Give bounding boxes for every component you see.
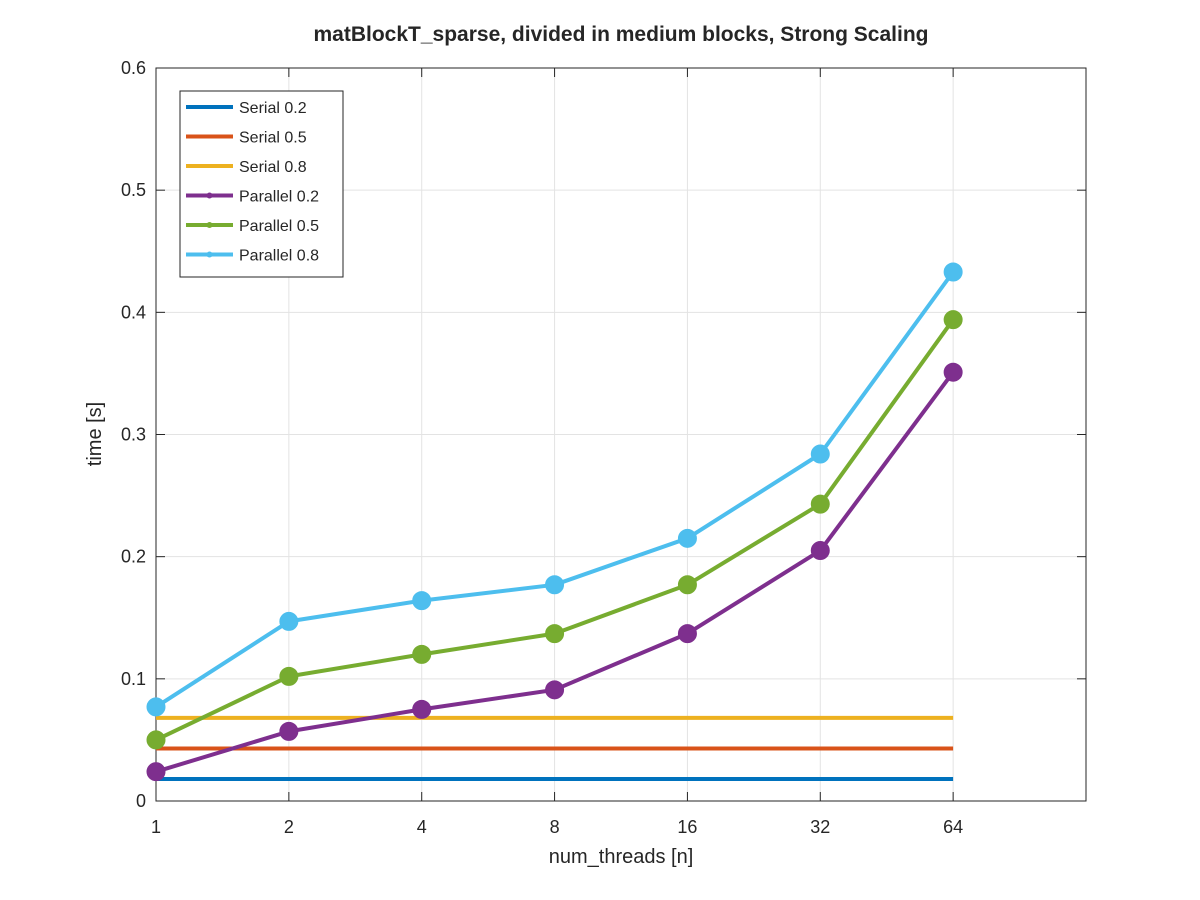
data-point-parallel-0-5 <box>943 310 963 330</box>
ticks: 1 2 4 8 16 32 64 0 0.1 0.2 0.3 0.4 0.5 0.6 <box>121 58 1086 837</box>
x-tick-label: 2 <box>284 817 294 837</box>
legend-marker <box>206 251 213 258</box>
data-point-parallel-0-8 <box>545 575 565 595</box>
y-tick-label: 0 <box>136 791 146 811</box>
data-point-parallel-0-8 <box>146 697 166 717</box>
legend: Serial 0.2 Serial 0.5 Serial 0.8 Parallel 0… <box>179 90 344 278</box>
y-tick-label: 0.4 <box>121 302 146 322</box>
x-tick-label: 8 <box>550 817 560 837</box>
legend-label: Serial 0.8 <box>239 159 307 176</box>
data-point-parallel-0-5 <box>412 644 432 664</box>
legend-label: Parallel 0.8 <box>239 248 319 265</box>
legend-label: Parallel 0.5 <box>239 218 319 235</box>
y-axis-label: time [s] <box>84 402 106 466</box>
x-tick-label: 64 <box>943 817 963 837</box>
data-point-parallel-0-8 <box>810 444 830 464</box>
data-point-parallel-0-5 <box>545 624 565 644</box>
data-point-parallel-0-5 <box>279 666 299 686</box>
legend-box <box>179 90 344 278</box>
legend-marker <box>206 222 213 228</box>
data-point-parallel-0-2 <box>412 699 432 719</box>
y-tick-label: 0.5 <box>121 180 146 200</box>
legend-marker <box>206 192 213 199</box>
data-point-parallel-0-2 <box>545 680 565 700</box>
y-tick-label: 0.1 <box>121 669 146 689</box>
data-point-parallel-0-8 <box>279 611 299 631</box>
data-point-parallel-0-8 <box>677 528 697 548</box>
data-point-parallel-0-5 <box>677 575 697 595</box>
data-point-parallel-0-2 <box>146 762 166 782</box>
data-point-parallel-0-5 <box>810 494 830 514</box>
data-point-parallel-0-2 <box>677 624 697 644</box>
y-tick-label: 0.3 <box>121 425 146 445</box>
data-point-parallel-0-8 <box>412 591 432 611</box>
legend-label: Parallel 0.2 <box>239 189 319 206</box>
chart-title: matBlockT_sparse, divided in medium bloc… <box>314 23 929 46</box>
x-tick-label: 1 <box>151 817 161 837</box>
data-point-parallel-0-2 <box>943 362 963 382</box>
y-tick-label: 0.6 <box>121 58 146 78</box>
legend-label: Serial 0.2 <box>239 100 307 117</box>
x-tick-label: 32 <box>810 817 830 837</box>
x-tick-label: 16 <box>677 817 697 837</box>
x-tick-label: 4 <box>417 817 427 837</box>
y-tick-label: 0.2 <box>121 547 146 567</box>
data-point-parallel-0-2 <box>279 721 299 741</box>
data-point-parallel-0-8 <box>943 262 963 282</box>
data-point-parallel-0-5 <box>146 730 166 750</box>
series-group <box>146 262 963 782</box>
legend-label: Serial 0.5 <box>239 130 307 147</box>
x-axis-label: num_threads [n] <box>549 846 694 868</box>
data-point-parallel-0-2 <box>810 541 830 561</box>
